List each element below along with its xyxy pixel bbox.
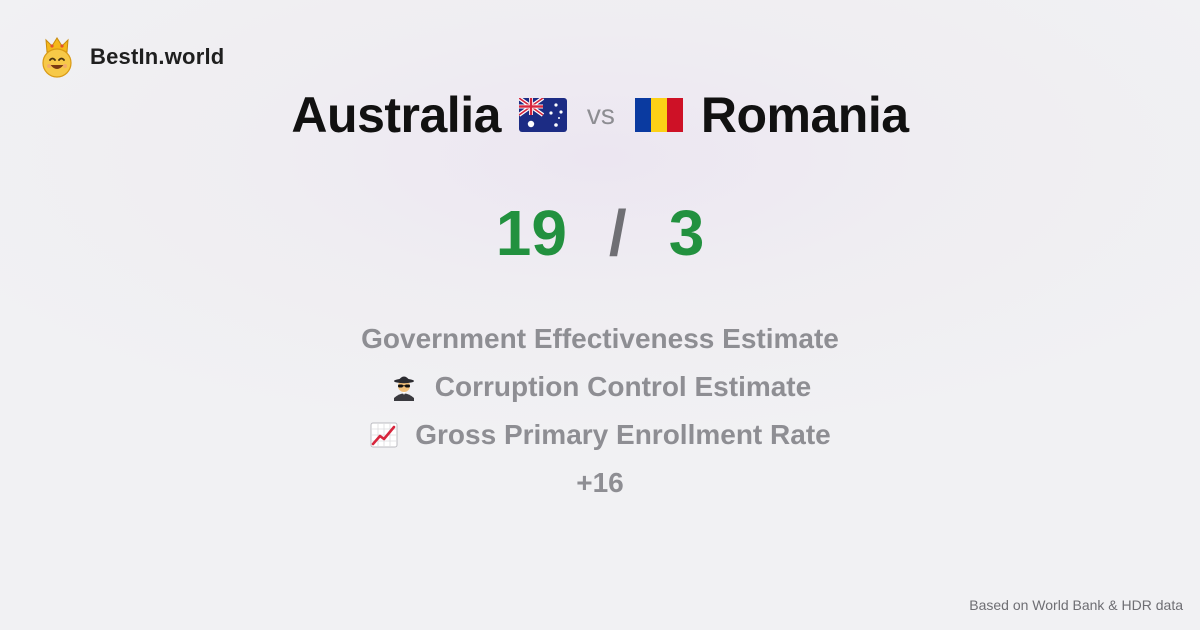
romania-flag-icon [634, 98, 683, 132]
metric-label: Government Effectiveness Estimate [361, 323, 839, 354]
country-a-name: Australia [291, 87, 501, 143]
page-title: Australia vs Romania [0, 86, 1200, 144]
score-separator: / [608, 197, 627, 269]
metric-label: Gross Primary Enrollment Rate [415, 419, 831, 450]
crowned-smiley-icon [42, 37, 72, 78]
brand[interactable]: BestIn.world [38, 36, 224, 78]
brand-name: BestIn.world [90, 44, 225, 69]
chart-increasing-icon [370, 422, 398, 448]
metrics-list: Government Effectiveness Estimate Corrup… [0, 315, 1200, 507]
data-source-note: Based on World Bank & HDR data [969, 597, 1183, 613]
score-a: 19 [495, 197, 567, 269]
metric-item: Corruption Control Estimate [0, 363, 1200, 411]
metric-item: Gross Primary Enrollment Rate [0, 411, 1200, 459]
vs-label: vs [586, 99, 615, 130]
score-b: 3 [668, 197, 705, 269]
metric-item: Government Effectiveness Estimate [0, 315, 1200, 363]
country-b-name: Romania [700, 87, 909, 143]
metric-label: Corruption Control Estimate [434, 371, 812, 402]
spy-icon [393, 376, 414, 401]
australia-flag-icon [518, 98, 567, 132]
score: 19 / 3 [0, 196, 1200, 270]
more-metrics-count: +16 [576, 467, 624, 498]
